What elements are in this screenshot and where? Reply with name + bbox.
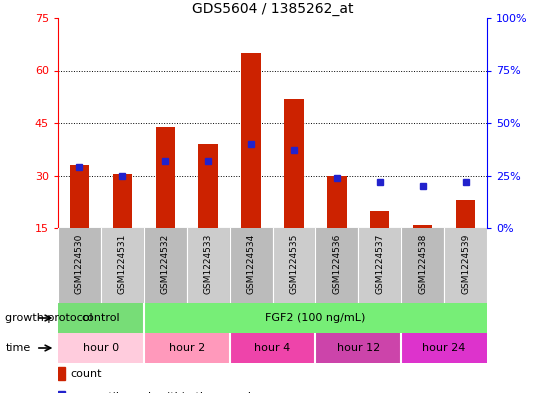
- Text: GSM1224536: GSM1224536: [332, 234, 341, 294]
- Bar: [370, 211, 389, 228]
- Text: count: count: [70, 369, 102, 379]
- Text: GSM1224538: GSM1224538: [418, 234, 427, 294]
- Bar: [272, 228, 316, 303]
- Text: control: control: [82, 313, 120, 323]
- Bar: [241, 53, 261, 228]
- Bar: [58, 228, 101, 303]
- Bar: [401, 228, 444, 303]
- Bar: [70, 165, 89, 228]
- Bar: [58, 303, 144, 333]
- Text: percentile rank within the sample: percentile rank within the sample: [70, 392, 258, 393]
- Bar: [187, 228, 230, 303]
- Text: growth protocol: growth protocol: [5, 313, 93, 323]
- Text: GSM1224537: GSM1224537: [375, 234, 384, 294]
- Text: GSM1224539: GSM1224539: [461, 234, 470, 294]
- Bar: [113, 174, 132, 228]
- Text: hour 0: hour 0: [83, 343, 119, 353]
- Bar: [144, 333, 230, 363]
- Bar: [230, 333, 316, 363]
- Text: GSM1224535: GSM1224535: [289, 234, 299, 294]
- Bar: [230, 228, 272, 303]
- Bar: [144, 303, 487, 333]
- Text: GSM1224531: GSM1224531: [118, 234, 127, 294]
- Bar: [156, 127, 175, 228]
- Text: hour 4: hour 4: [254, 343, 291, 353]
- Bar: [144, 228, 187, 303]
- Text: hour 24: hour 24: [423, 343, 466, 353]
- Text: time: time: [5, 343, 30, 353]
- Bar: [58, 367, 65, 380]
- Bar: [316, 333, 401, 363]
- Bar: [401, 333, 487, 363]
- Bar: [456, 200, 475, 228]
- Bar: [101, 228, 144, 303]
- Bar: [198, 144, 218, 228]
- Text: GSM1224530: GSM1224530: [75, 234, 84, 294]
- Text: hour 12: hour 12: [337, 343, 380, 353]
- Bar: [58, 333, 144, 363]
- Bar: [358, 228, 401, 303]
- Bar: [327, 176, 347, 228]
- Text: GSM1224532: GSM1224532: [160, 234, 170, 294]
- Bar: [284, 99, 303, 228]
- Text: FGF2 (100 ng/mL): FGF2 (100 ng/mL): [265, 313, 365, 323]
- Text: GSM1224534: GSM1224534: [247, 234, 256, 294]
- Bar: [316, 228, 358, 303]
- Text: hour 2: hour 2: [169, 343, 205, 353]
- Text: GSM1224533: GSM1224533: [204, 234, 212, 294]
- Title: GDS5604 / 1385262_at: GDS5604 / 1385262_at: [192, 2, 353, 16]
- Bar: [413, 224, 432, 228]
- Bar: [58, 391, 65, 393]
- Bar: [444, 228, 487, 303]
